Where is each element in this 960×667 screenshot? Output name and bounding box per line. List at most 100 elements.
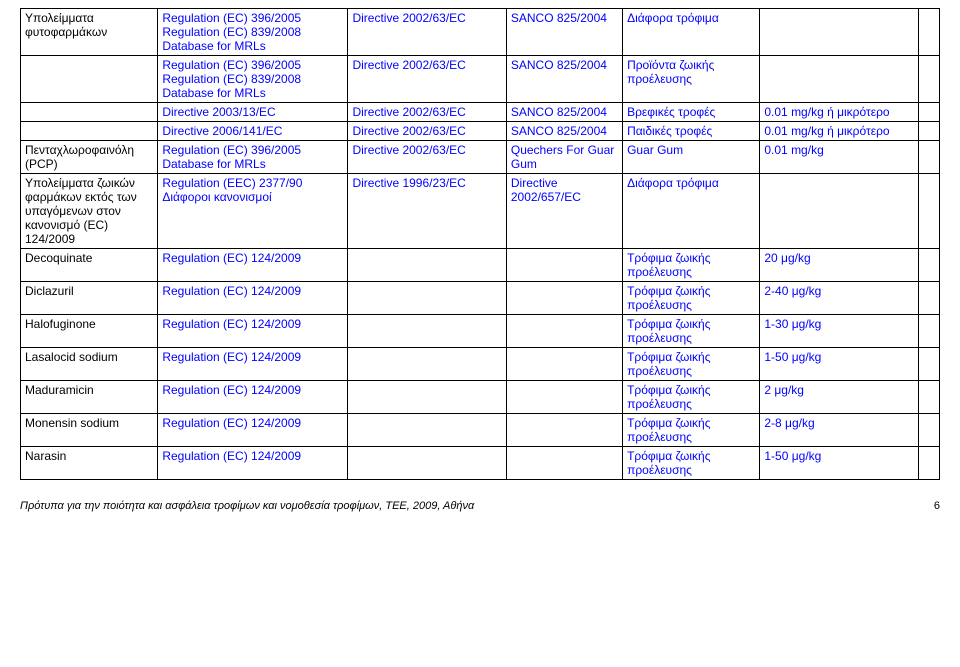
regulations-table: Υπολείμματα φυτοφαρμάκωνRegulation (EC) … (20, 8, 940, 480)
cell-c3 (348, 447, 506, 480)
cell-c1: Decoquinate (21, 249, 158, 282)
table-row: Directive 2003/13/ECDirective 2002/63/EC… (21, 103, 940, 122)
cell-c1: Υπολείμματα ζωικών φαρμάκων εκτός των υπ… (21, 174, 158, 249)
cell-c3 (348, 348, 506, 381)
cell-c2: Regulation (EC) 124/2009 (158, 282, 348, 315)
cell-c1: Narasin (21, 447, 158, 480)
cell-spacer (918, 174, 939, 249)
cell-c2: Regulation (EC) 124/2009 (158, 447, 348, 480)
cell-c3 (348, 315, 506, 348)
cell-spacer (918, 414, 939, 447)
cell-c5: Τρόφιμα ζωικής προέλευσης (623, 249, 760, 282)
table-row: DecoquinateRegulation (EC) 124/2009Τρόφι… (21, 249, 940, 282)
cell-c5: Τρόφιμα ζωικής προέλευσης (623, 414, 760, 447)
cell-c1: Υπολείμματα φυτοφαρμάκων (21, 9, 158, 56)
table-row: Monensin sodiumRegulation (EC) 124/2009 Τ… (21, 414, 940, 447)
cell-c4: SANCO 825/2004 (506, 122, 622, 141)
table-row: NarasinRegulation (EC) 124/2009 Τρόφιμα ζ… (21, 447, 940, 480)
cell-c5: Παιδικές τροφές (623, 122, 760, 141)
cell-spacer (918, 315, 939, 348)
table-row: Regulation (EC) 396/2005 Regulation (EC)… (21, 56, 940, 103)
cell-c6 (760, 174, 918, 249)
cell-c4 (506, 414, 622, 447)
table-row: Πενταχλωροφαινόλη (PCP)Regulation (EC) 3… (21, 141, 940, 174)
cell-c6: 20 μg/kg (760, 249, 918, 282)
page-number: 6 (934, 500, 940, 512)
cell-c4 (506, 447, 622, 480)
cell-c2: Regulation (EC) 396/2005 Database for MR… (158, 141, 348, 174)
cell-c3: Directive 2002/63/EC (348, 141, 506, 174)
cell-c2: Regulation (EC) 124/2009 (158, 414, 348, 447)
cell-c1: Diclazuril (21, 282, 158, 315)
cell-c1: Monensin sodium (21, 414, 158, 447)
cell-c2: Regulation (EC) 124/2009 (158, 381, 348, 414)
cell-c3: Directive 2002/63/EC (348, 122, 506, 141)
table-row: Υπολείμματα φυτοφαρμάκωνRegulation (EC) … (21, 9, 940, 56)
cell-c6: 0.01 mg/kg ή μικρότερο (760, 122, 918, 141)
cell-c6: 1-50 μg/kg (760, 348, 918, 381)
cell-c3: Directive 2002/63/EC (348, 9, 506, 56)
cell-c2: Regulation (EC) 124/2009 (158, 348, 348, 381)
cell-c5: Διάφορα τρόφιμα (623, 174, 760, 249)
footer: Πρότυπα για την ποιότητα και ασφάλεια τρ… (20, 500, 940, 512)
cell-spacer (918, 9, 939, 56)
cell-c6: 1-30 μg/kg (760, 315, 918, 348)
cell-c6: 0.01 mg/kg (760, 141, 918, 174)
table-row: Υπολείμματα ζωικών φαρμάκων εκτός των υπ… (21, 174, 940, 249)
cell-c5: Τρόφιμα ζωικής προέλευσης (623, 381, 760, 414)
cell-c6: 0.01 mg/kg ή μικρότερο (760, 103, 918, 122)
cell-spacer (918, 103, 939, 122)
table-row: DiclazurilRegulation (EC) 124/2009 Τρόφιμ… (21, 282, 940, 315)
cell-c4: Quechers For Guar Gum (506, 141, 622, 174)
cell-c3 (348, 249, 506, 282)
cell-spacer (918, 447, 939, 480)
cell-c1 (21, 56, 158, 103)
cell-c1 (21, 122, 158, 141)
cell-spacer (918, 122, 939, 141)
cell-c6: 2-8 μg/kg (760, 414, 918, 447)
cell-c5: Guar Gum (623, 141, 760, 174)
cell-c4 (506, 249, 622, 282)
cell-c2: Directive 2006/141/EC (158, 122, 348, 141)
cell-c3 (348, 414, 506, 447)
cell-spacer (918, 56, 939, 103)
cell-c4 (506, 348, 622, 381)
cell-c4 (506, 381, 622, 414)
cell-c6: 2 μg/kg (760, 381, 918, 414)
cell-c2: Regulation (EEC) 2377/90 Διάφοροι κανονι… (158, 174, 348, 249)
cell-c6: 2-40 μg/kg (760, 282, 918, 315)
cell-c3 (348, 282, 506, 315)
cell-c5: Τρόφιμα ζωικής προέλευσης (623, 315, 760, 348)
cell-c1: Maduramicin (21, 381, 158, 414)
cell-c6: 1-50 μg/kg (760, 447, 918, 480)
cell-c5: Προϊόντα ζωικής προέλευσης (623, 56, 760, 103)
cell-c1: Πενταχλωροφαινόλη (PCP) (21, 141, 158, 174)
cell-spacer (918, 348, 939, 381)
cell-c4 (506, 282, 622, 315)
cell-c2: Directive 2003/13/EC (158, 103, 348, 122)
cell-spacer (918, 381, 939, 414)
cell-spacer (918, 141, 939, 174)
cell-c5: Τρόφιμα ζωικής προέλευσης (623, 447, 760, 480)
cell-c4: SANCO 825/2004 (506, 9, 622, 56)
cell-c2: Regulation (EC) 396/2005 Regulation (EC)… (158, 56, 348, 103)
cell-c1: Halofuginone (21, 315, 158, 348)
cell-c6 (760, 56, 918, 103)
table-row: HalofuginoneRegulation (EC) 124/2009 Τρόφ… (21, 315, 940, 348)
cell-c3: Directive 2002/63/EC (348, 56, 506, 103)
cell-c4: Directive 2002/657/EC (506, 174, 622, 249)
cell-spacer (918, 282, 939, 315)
cell-c1: Lasalocid sodium (21, 348, 158, 381)
table-row: MaduramicinRegulation (EC) 124/2009 Τρόφι… (21, 381, 940, 414)
cell-c3: Directive 2002/63/EC (348, 103, 506, 122)
cell-c2: Regulation (EC) 124/2009 (158, 315, 348, 348)
cell-spacer (918, 249, 939, 282)
cell-c2: Regulation (EC) 396/2005 Regulation (EC)… (158, 9, 348, 56)
cell-c3 (348, 381, 506, 414)
cell-c4 (506, 315, 622, 348)
cell-c5: Τρόφιμα ζωικής προέλευσης (623, 348, 760, 381)
table-row: Directive 2006/141/ECDirective 2002/63/E… (21, 122, 940, 141)
cell-c3: Directive 1996/23/EC (348, 174, 506, 249)
cell-c6 (760, 9, 918, 56)
cell-c5: Τρόφιμα ζωικής προέλευσης (623, 282, 760, 315)
